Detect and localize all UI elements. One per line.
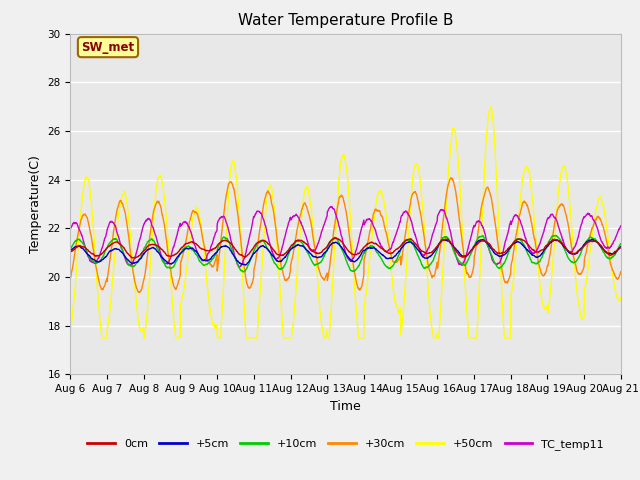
Line: +5cm: +5cm (70, 240, 621, 265)
+5cm (568, 251, 576, 257)
0cm (220, 238, 228, 243)
+50cm (67, 329, 74, 335)
+5cm (617, 244, 625, 250)
Legend: 0cm, +5cm, +10cm, +30cm, +50cm, TC_temp11: 0cm, +5cm, +10cm, +30cm, +50cm, TC_temp1… (83, 434, 609, 454)
+5cm (362, 247, 369, 252)
0cm (617, 244, 625, 250)
TC_temp11 (236, 264, 243, 270)
+50cm (617, 294, 625, 300)
+50cm (506, 335, 514, 341)
0cm (506, 244, 514, 250)
TC_temp11 (328, 204, 335, 209)
+30cm (136, 289, 143, 295)
0cm (67, 249, 74, 255)
TC_temp11 (569, 248, 577, 253)
TC_temp11 (506, 221, 514, 227)
+50cm (487, 104, 495, 110)
Y-axis label: Temperature(C): Temperature(C) (29, 155, 42, 253)
+10cm (506, 247, 513, 252)
+10cm (220, 234, 228, 240)
+10cm (362, 247, 369, 253)
TC_temp11 (584, 210, 592, 216)
TC_temp11 (362, 218, 370, 224)
+30cm (584, 240, 592, 246)
+5cm (374, 248, 381, 253)
0cm (584, 239, 592, 245)
+10cm (617, 241, 625, 247)
+10cm (552, 232, 559, 238)
TC_temp11 (220, 214, 228, 219)
+30cm (220, 209, 228, 215)
Title: Water Temperature Profile B: Water Temperature Profile B (238, 13, 453, 28)
+30cm (374, 207, 381, 213)
+5cm (67, 249, 74, 254)
+30cm (506, 273, 514, 279)
0cm (332, 235, 339, 241)
TC_temp11 (374, 236, 381, 241)
TC_temp11 (67, 226, 74, 232)
+10cm (569, 260, 577, 265)
TC_temp11 (617, 223, 625, 229)
0cm (131, 255, 139, 261)
X-axis label: Time: Time (330, 400, 361, 413)
+10cm (374, 250, 381, 256)
+50cm (569, 234, 577, 240)
+10cm (67, 246, 74, 252)
+50cm (220, 271, 228, 277)
+5cm (584, 239, 591, 244)
Line: +30cm: +30cm (70, 178, 621, 292)
+30cm (362, 251, 369, 256)
0cm (374, 242, 381, 248)
+30cm (447, 175, 454, 181)
+50cm (584, 267, 592, 273)
Line: TC_temp11: TC_temp11 (70, 206, 621, 267)
0cm (569, 251, 577, 257)
+5cm (506, 245, 513, 251)
+30cm (67, 276, 74, 282)
Line: +10cm: +10cm (70, 235, 621, 272)
+5cm (242, 262, 250, 268)
+10cm (239, 269, 247, 275)
+50cm (99, 335, 106, 341)
+50cm (374, 192, 381, 197)
Line: +50cm: +50cm (70, 107, 621, 338)
+10cm (584, 237, 592, 242)
0cm (362, 243, 370, 249)
Line: 0cm: 0cm (70, 238, 621, 258)
+30cm (617, 269, 625, 275)
+50cm (362, 293, 369, 299)
Text: SW_met: SW_met (81, 41, 134, 54)
+30cm (569, 250, 577, 255)
+5cm (220, 243, 228, 249)
+5cm (588, 237, 596, 242)
